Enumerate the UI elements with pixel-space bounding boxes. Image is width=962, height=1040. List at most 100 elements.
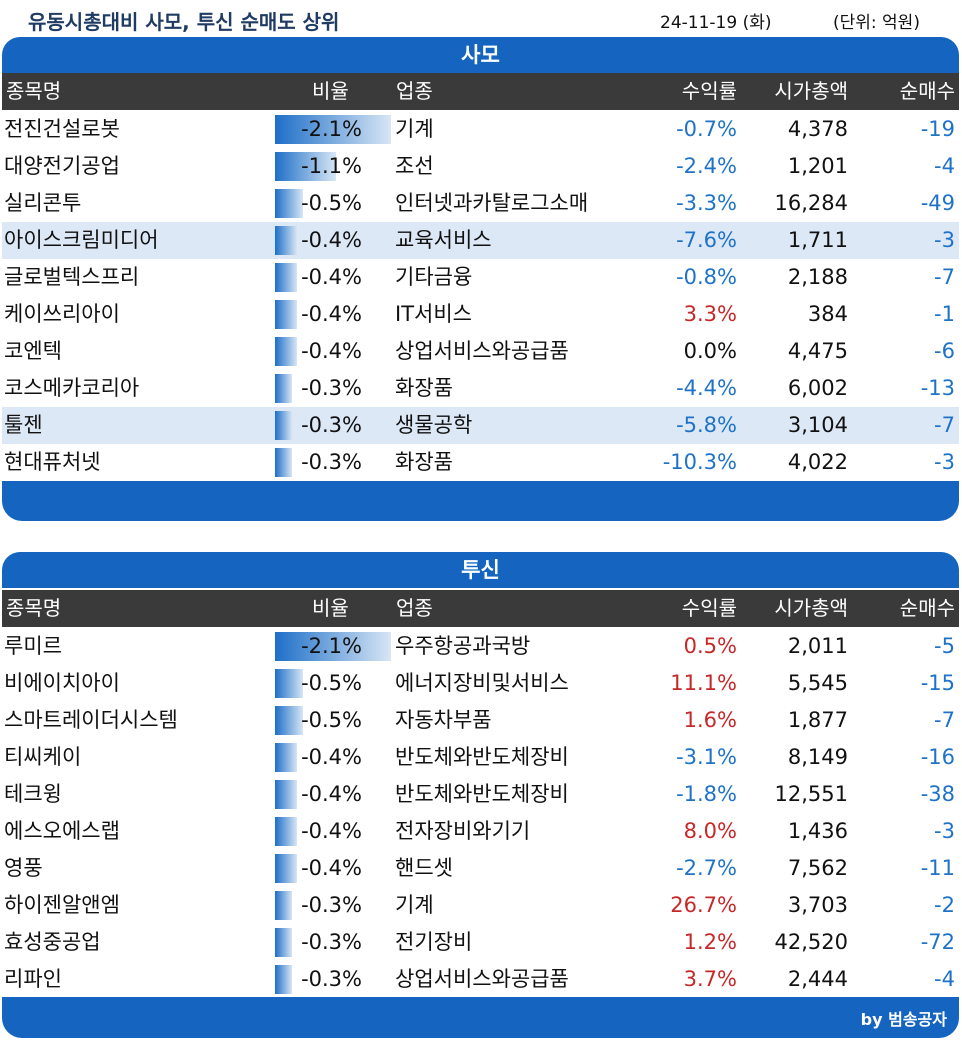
market-cap-value: 2,444	[787, 967, 848, 991]
sector-name: 기타금융	[395, 265, 473, 289]
ratio-bar-fill	[275, 780, 298, 809]
ratio-value: -0.4%	[301, 745, 362, 769]
col-ratio: 비율	[312, 79, 349, 103]
return-value: 0.5%	[683, 634, 737, 658]
market-cap-value: 4,022	[787, 450, 848, 474]
market-cap-value: 42,520	[774, 930, 848, 954]
sector-name: 화장품	[395, 376, 453, 400]
net-sell-value: -3	[934, 819, 955, 843]
sector-name: 전자장비와기기	[395, 819, 531, 843]
ratio-bar-fill	[275, 337, 298, 366]
col-name: 종목명	[6, 79, 62, 103]
ratio-bar-fill	[275, 854, 298, 883]
col-market-cap: 시가총액	[774, 79, 848, 103]
col-name: 종목명	[6, 596, 62, 620]
sector-name: 에너지장비및서비스	[395, 671, 569, 695]
ratio-value: -0.5%	[301, 191, 362, 215]
ratio-bar-fill	[275, 226, 298, 255]
stock-name: 대양전기공업	[4, 154, 120, 178]
ratio-value: -0.4%	[301, 302, 362, 326]
return-value: -3.3%	[676, 191, 737, 215]
sector-name: 전기장비	[395, 930, 473, 954]
sector-name: 교육서비스	[395, 228, 492, 252]
sector-name: 상업서비스와공급품	[395, 339, 569, 363]
stock-name: 아이스크림미디어	[4, 228, 159, 252]
ratio-bar-fill	[275, 263, 298, 292]
stock-name: 전진건설로봇	[4, 117, 120, 141]
return-value: -10.3%	[662, 450, 737, 474]
net-sell-value: -7	[934, 708, 955, 732]
net-sell-value: -1	[934, 302, 955, 326]
col-net-sell: 순매수	[899, 596, 955, 620]
stock-name: 에스오에스랩	[4, 819, 120, 843]
ratio-value: -0.5%	[301, 671, 362, 695]
return-value: 8.0%	[683, 819, 737, 843]
ratio-bar-fill	[275, 669, 303, 698]
net-sell-value: -15	[920, 671, 955, 695]
ratio-value: -0.4%	[301, 856, 362, 880]
ratio-value: -0.5%	[301, 708, 362, 732]
ratio-bar-fill	[275, 152, 336, 181]
date-label: 24-11-19 (화)	[660, 13, 772, 33]
sector-name: 생물공학	[395, 413, 473, 437]
stock-name: 툴젠	[4, 413, 43, 437]
net-sell-value: -7	[934, 265, 955, 289]
stock-name: 코엔텍	[4, 339, 62, 363]
samo-column-header: 종목명 비율 업종 수익률 시가총액 순매수	[2, 73, 959, 110]
stock-name: 루미르	[4, 634, 62, 658]
ratio-value: -0.4%	[301, 228, 362, 252]
ratio-value: -0.3%	[301, 450, 362, 474]
table-row: 스마트레이더시스템 -0.5% 자동차부품 1.6% 1,877 -7	[2, 702, 959, 739]
net-sell-value: -13	[920, 376, 955, 400]
samo-table-body: 전진건설로봇 -2.1% 기계 -0.7% 4,378 -19 대양전기공업 -1.1% 조선 -…	[2, 111, 959, 481]
return-value: 3.3%	[683, 302, 737, 326]
byline: by 범송공자	[860, 1010, 947, 1029]
col-market-cap: 시가총액	[774, 596, 848, 620]
unit-label: (단위: 억원)	[833, 13, 920, 33]
table-row: 리파인 -0.3% 상업서비스와공급품 3.7% 2,444 -4	[2, 961, 959, 998]
ratio-value: -1.1%	[301, 154, 362, 178]
sector-name: 화장품	[395, 450, 453, 474]
stock-name: 실리콘투	[4, 191, 82, 215]
col-return: 수익률	[681, 596, 737, 620]
return-value: -1.8%	[676, 782, 737, 806]
ratio-value: -0.3%	[301, 413, 362, 437]
stock-name: 리파인	[4, 967, 62, 991]
table-row: 비에이치아이 -0.5% 에너지장비및서비스 11.1% 5,545 -15	[2, 665, 959, 702]
market-cap-value: 1,877	[787, 708, 848, 732]
sector-name: 상업서비스와공급품	[395, 967, 569, 991]
return-value: 3.7%	[683, 967, 737, 991]
return-value: 0.0%	[683, 339, 737, 363]
return-value: -4.4%	[676, 376, 737, 400]
return-value: 26.7%	[670, 893, 737, 917]
net-sell-value: -72	[920, 930, 955, 954]
table-row: 전진건설로봇 -2.1% 기계 -0.7% 4,378 -19	[2, 111, 959, 148]
stock-name: 글로벌텍스프리	[4, 265, 140, 289]
ratio-value: -0.4%	[301, 339, 362, 363]
stock-name: 하이젠알앤엠	[4, 893, 120, 917]
ratio-value: -0.3%	[301, 967, 362, 991]
col-sector: 업종	[396, 79, 433, 103]
return-value: -0.8%	[676, 265, 737, 289]
col-ratio: 비율	[312, 596, 349, 620]
table-row: 코엔텍 -0.4% 상업서비스와공급품 0.0% 4,475 -6	[2, 333, 959, 370]
ratio-bar-fill	[275, 817, 298, 846]
table-row: 에스오에스랩 -0.4% 전자장비와기기 8.0% 1,436 -3	[2, 813, 959, 850]
ratio-value: -2.1%	[301, 634, 362, 658]
market-cap-value: 2,011	[787, 634, 848, 658]
tusin-table-body: 루미르 -2.1% 우주항공과국방 0.5% 2,011 -5 비에이치아이 -0.5% 에너지…	[2, 628, 959, 998]
ratio-value: -0.3%	[301, 376, 362, 400]
sector-name: 우주항공과국방	[395, 634, 531, 658]
table-row: 실리콘투 -0.5% 인터넷과카탈로그소매 -3.3% 16,284 -49	[2, 185, 959, 222]
ratio-bar-fill	[275, 411, 292, 440]
ratio-value: -0.4%	[301, 819, 362, 843]
market-cap-value: 16,284	[774, 191, 848, 215]
return-value: -5.8%	[676, 413, 737, 437]
col-sector: 업종	[396, 596, 433, 620]
ratio-bar-fill	[275, 448, 292, 477]
table-row: 아이스크림미디어 -0.4% 교육서비스 -7.6% 1,711 -3	[2, 222, 959, 259]
ratio-bar-fill	[275, 743, 298, 772]
net-sell-value: -3	[934, 228, 955, 252]
col-return: 수익률	[681, 79, 737, 103]
market-cap-value: 5,545	[787, 671, 848, 695]
